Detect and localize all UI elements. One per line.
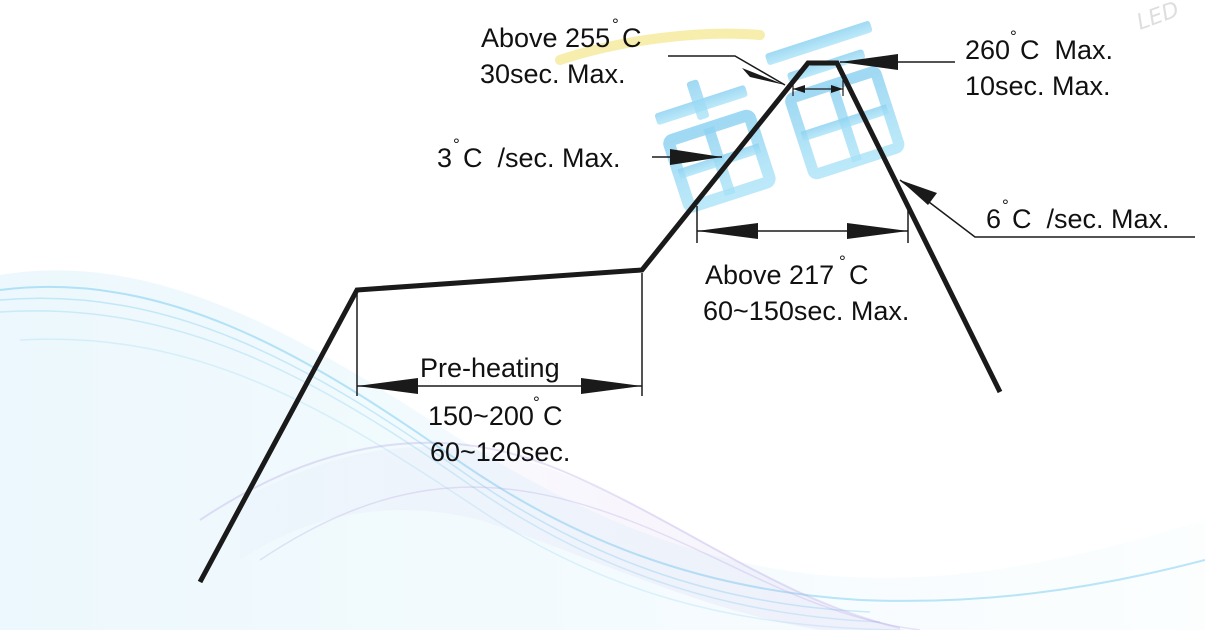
peak-temp-line1: 260 (965, 35, 1010, 65)
label-ramp-down: 6 ° C /sec. Max. (986, 196, 1170, 234)
watermark-logo (648, 20, 909, 209)
peak-temp-unit: C Max. (1020, 35, 1113, 65)
peak-temp-degree: ° (1010, 27, 1017, 46)
liquidus-unit: C (849, 260, 869, 290)
preheat-line2: 60~120sec. (430, 437, 570, 467)
peak-time-line2: 30sec. Max. (480, 59, 626, 89)
liquidus-dimension (697, 206, 908, 243)
peak-time-unit: C (622, 23, 642, 53)
label-ramp-up: 3 ° C /sec. Max. (437, 135, 621, 173)
liquidus-line1: Above 217 (705, 260, 834, 290)
liquidus-degree: ° (839, 252, 846, 271)
ramp-up-degree: ° (453, 135, 460, 154)
label-peak-temp: 260 ° C Max. 10sec. Max. (965, 27, 1113, 101)
ramp-down-degree: ° (1002, 196, 1009, 215)
peak-time-line1: Above 255 (481, 23, 610, 53)
watermark-corner-text: LED (1134, 0, 1183, 36)
label-preheat: Pre-heating 150~200 ° C 60~120sec. (420, 353, 570, 467)
label-liquidus: Above 217 ° C 60~150sec. Max. (703, 252, 909, 326)
preheat-unit: C (543, 401, 563, 431)
watermark-waves (0, 34, 1205, 630)
ramp-up-value: 3 (437, 143, 452, 173)
ramp-down-value: 6 (986, 204, 1001, 234)
peak-temp-line2: 10sec. Max. (965, 71, 1111, 101)
label-peak-time: Above 255 ° C 30sec. Max. (480, 15, 642, 89)
preheat-title: Pre-heating (420, 353, 560, 383)
peak-time-degree: ° (612, 15, 619, 34)
ramp-up-unit: C /sec. Max. (463, 143, 621, 173)
preheat-degree: ° (533, 393, 540, 412)
preheat-line1: 150~200 (428, 401, 534, 431)
liquidus-line2: 60~150sec. Max. (703, 296, 909, 326)
ramp-down-unit: C /sec. Max. (1012, 204, 1170, 234)
